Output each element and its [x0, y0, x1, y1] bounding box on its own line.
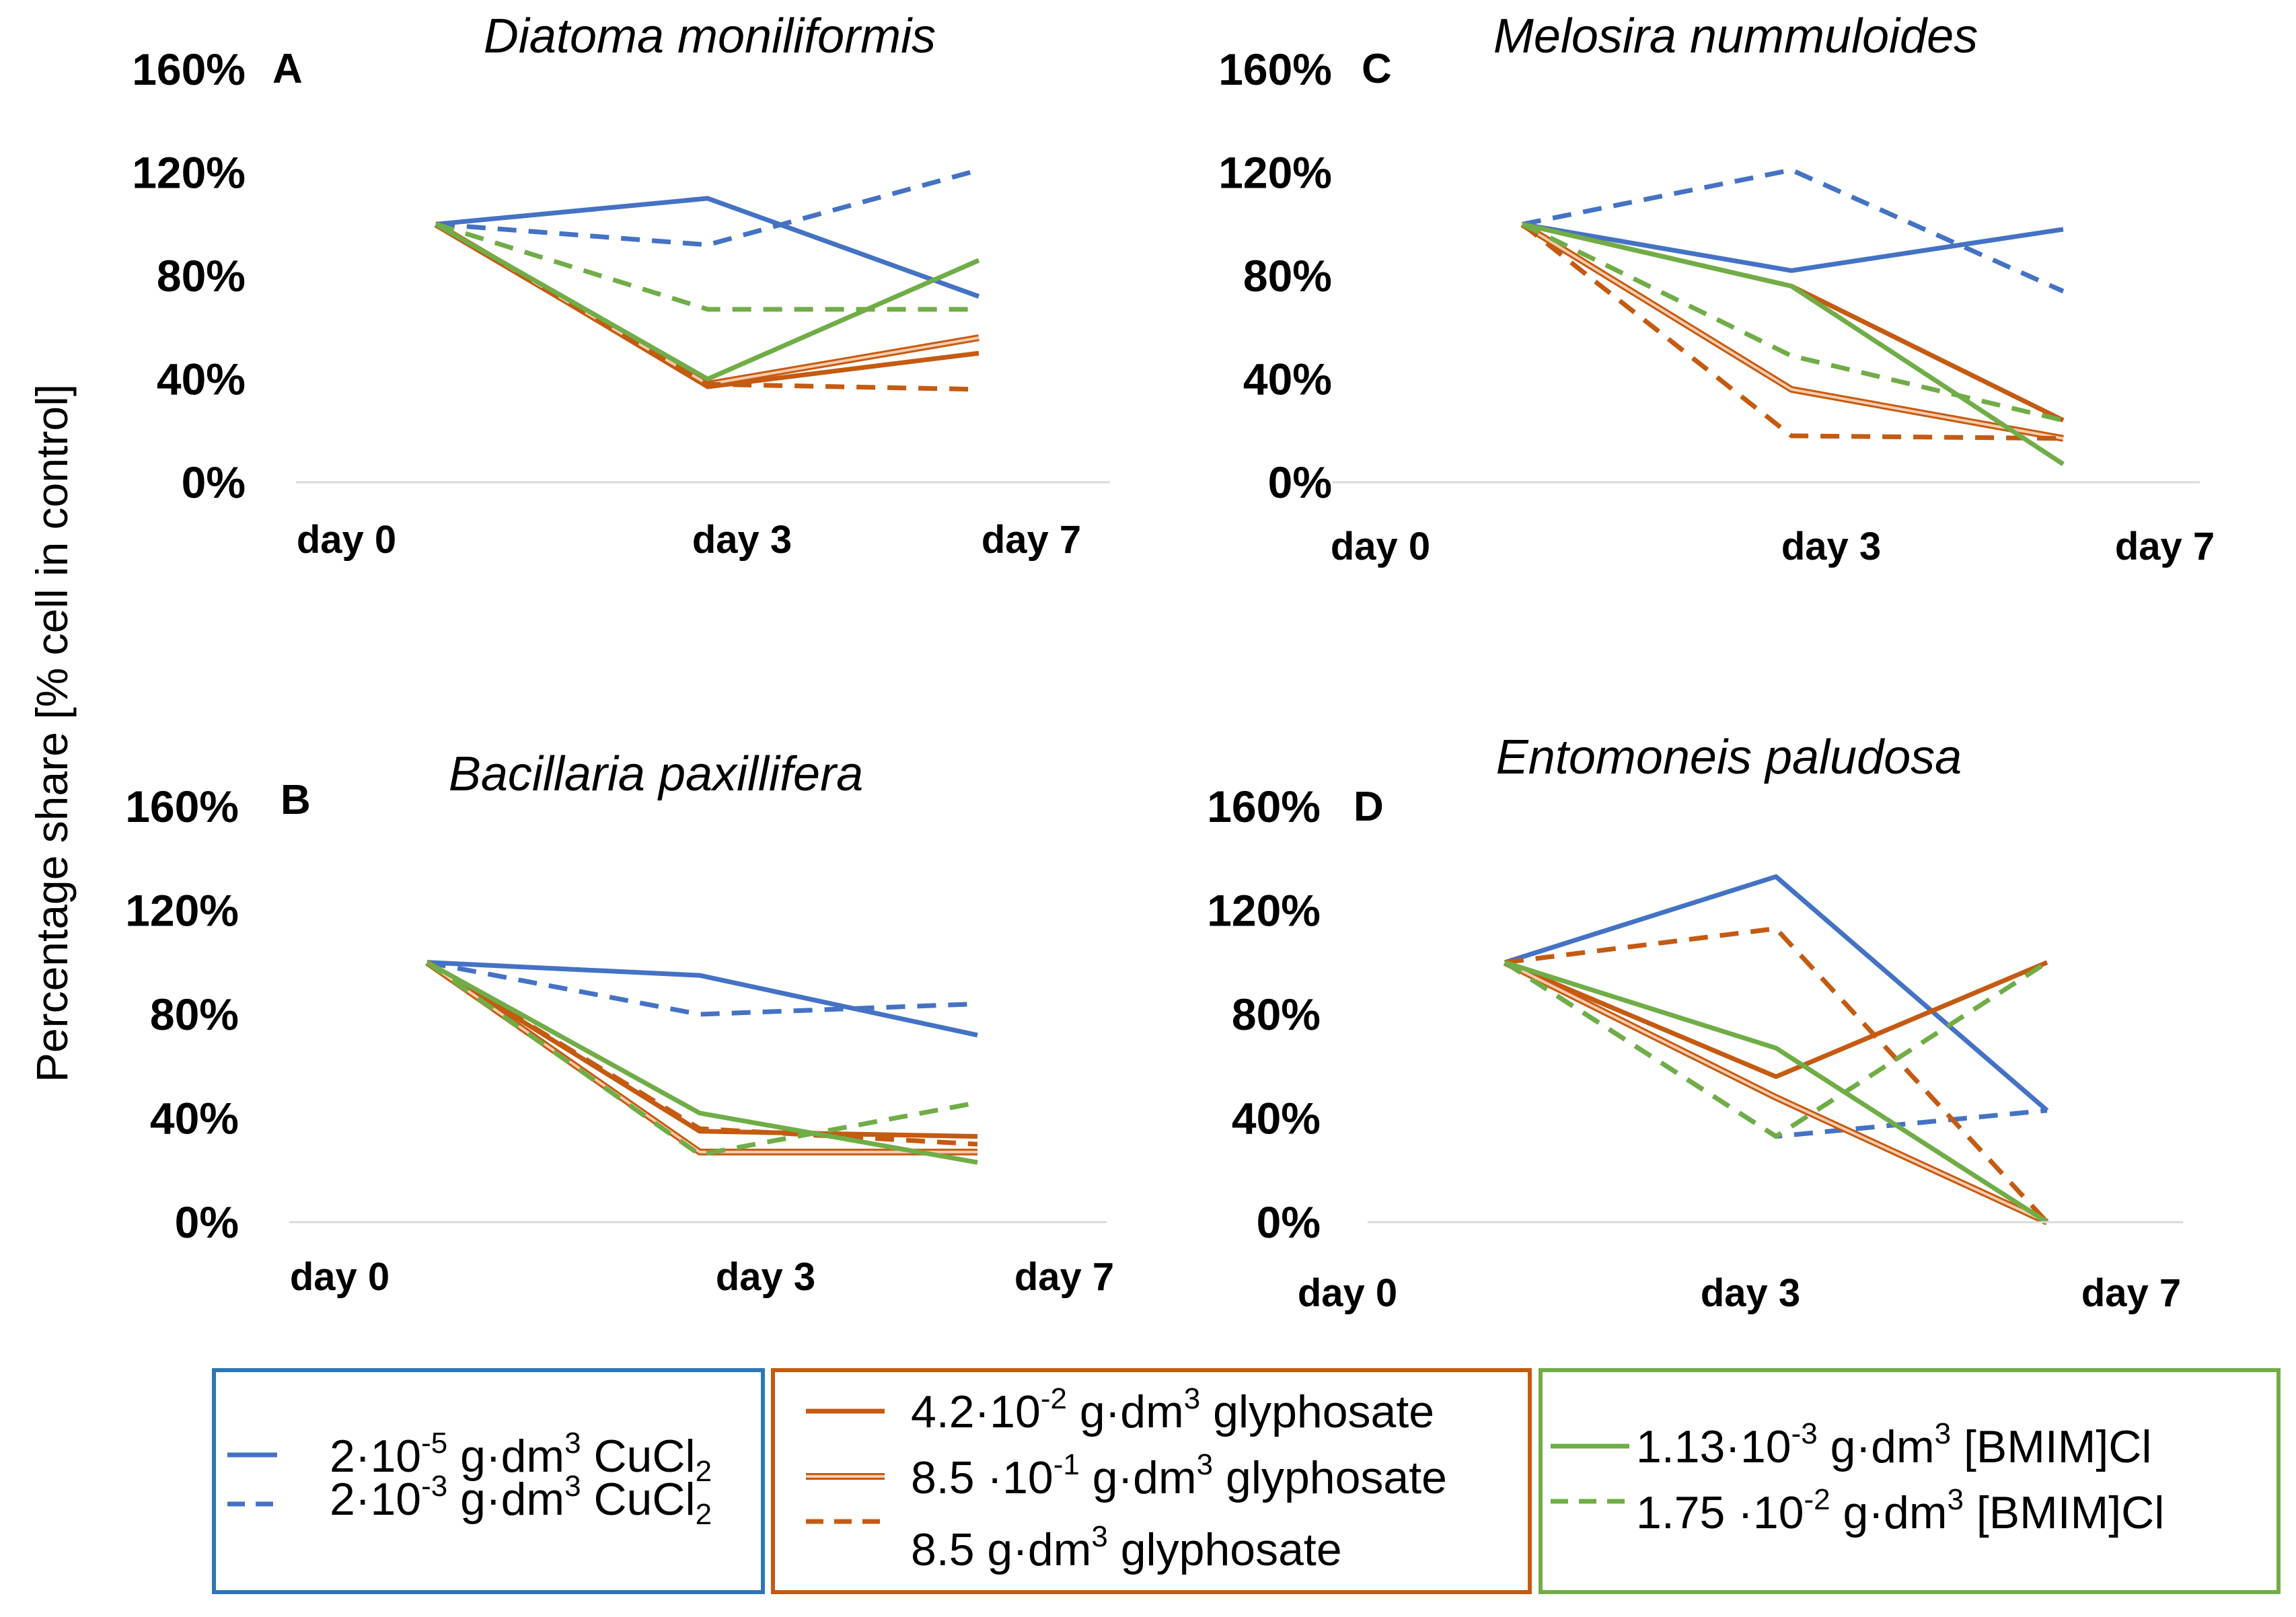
series-line-cu_low: [1522, 221, 2064, 273]
series-line-il_low: [1504, 960, 2048, 1224]
panel-title: Bacillaria paxillifera: [449, 747, 863, 801]
panel-letter: C: [1362, 46, 1392, 92]
legend-label-il_low: 1.13·10-3 g·dm3 [BMIM]Cl: [1636, 1417, 2152, 1472]
x-tick-label: day 7: [1014, 1255, 1114, 1299]
x-tick-label: day 3: [1781, 525, 1881, 568]
series-line-gly_mid: [1521, 223, 2064, 440]
panel-a: A Diatoma moniliformis 160% 120% 80% 40% 0% d…: [132, 9, 1110, 562]
y-axis-label: Percentage share [% cell in control]: [27, 384, 77, 1082]
series-line-cu_low: [435, 196, 980, 299]
series-line-gly_high: [1504, 926, 2049, 1224]
x-tick-label: day 0: [297, 518, 396, 562]
y-tick-label: 160%: [1207, 782, 1321, 831]
x-tick-label: day 0: [1331, 525, 1430, 568]
y-tick-label: 120%: [125, 886, 239, 936]
x-tick-label: day 7: [2115, 525, 2215, 568]
x-tick-label: day 0: [1298, 1271, 1397, 1315]
legend-group-border: [1539, 1368, 2281, 1594]
y-tick-label: 40%: [1243, 354, 1332, 404]
x-tick-label: day 7: [982, 518, 1081, 562]
panel-letter: D: [1354, 784, 1384, 830]
y-tick-label: 120%: [132, 148, 246, 198]
y-tick-label: 40%: [157, 354, 246, 404]
legend-label-il_high: 1.75 ·10-2 g·dm3 [BMIM]Cl: [1636, 1483, 2164, 1538]
series-line-il_high: [425, 960, 978, 1158]
y-tick-label: 0%: [175, 1197, 239, 1247]
panel-letter: B: [281, 777, 311, 823]
x-tick-label: day 7: [2081, 1271, 2181, 1315]
series-line-cu_low: [1504, 874, 2049, 1113]
y-tick-label: 80%: [150, 989, 239, 1039]
y-tick-label: 0%: [1268, 457, 1332, 507]
legend-group-2: 1.13·10-3 g·dm3 [BMIM]Cl 1.75 ·10-2 g·dm3…: [1539, 1368, 2281, 1594]
series-line-il_low: [435, 222, 980, 381]
y-tick-label: 40%: [1232, 1094, 1321, 1143]
legend-label-gly_mid: 8.5 ·10-1 g·dm3 glyphosate: [911, 1448, 1447, 1503]
series-line-il_high: [1521, 222, 2064, 423]
series-line-il_low: [1522, 221, 2065, 467]
legend-group-border: [212, 1368, 765, 1594]
legend-label-gly_low: 4.2·10-2 g·dm3 glyphosate: [911, 1382, 1434, 1437]
series-line-gly_low: [1504, 960, 2048, 1080]
y-tick-label: 160%: [125, 782, 239, 831]
legend-group-1: 4.2·10-2 g·dm3 glyphosate 8.5 ·10-1 g·dm3…: [771, 1368, 1532, 1594]
series-line-gly_high: [1520, 222, 2064, 441]
series-line-gly_mid: [1504, 961, 2048, 1224]
x-tick-label: day 3: [716, 1255, 815, 1299]
panel-d: D Entomoneis paludosa 160% 120% 80% 40% 0% da…: [1207, 730, 2183, 1315]
y-tick-label: 160%: [132, 44, 246, 94]
panel-letter: A: [272, 46, 303, 92]
series-line-gly_high: [426, 960, 978, 1147]
y-tick-label: 80%: [157, 251, 246, 301]
x-tick-label: day 0: [290, 1255, 390, 1299]
panel-title: Diatoma moniliformis: [484, 9, 936, 63]
panel-c: C Melosira nummuloides 160% 120% 80% 40% 0% d…: [1218, 9, 2215, 568]
y-tick-label: 160%: [1218, 44, 1332, 94]
series-line-il_high: [435, 221, 979, 312]
legend-label-cu_low: 2·10-5 g·dm3 CuCl2: [330, 1427, 712, 1488]
panel-b: B Bacillaria paxillifera 160% 120% 80% 40% 0…: [125, 747, 1114, 1299]
y-tick-label: 80%: [1243, 251, 1332, 301]
legend-label-gly_high: 8.5 g·dm3 glyphosate: [911, 1520, 1342, 1575]
y-tick-label: 120%: [1218, 148, 1332, 198]
y-tick-label: 80%: [1232, 989, 1321, 1039]
x-tick-label: day 3: [692, 518, 792, 562]
series-line-cu_low: [427, 960, 978, 1038]
y-tick-label: 0%: [1257, 1197, 1321, 1247]
series-line-il_low: [426, 960, 978, 1165]
legend-group-border: [771, 1368, 1532, 1594]
y-tick-label: 120%: [1207, 886, 1321, 936]
panel-title: Entomoneis paludosa: [1496, 730, 1962, 784]
series-line-il_high: [1504, 960, 2048, 1139]
series-line-cu_high: [1522, 167, 2065, 294]
y-tick-label: 40%: [150, 1094, 239, 1143]
x-tick-label: day 3: [1701, 1271, 1800, 1315]
legend-label-cu_high: 2·10-3 g·dm3 CuCl2: [330, 1470, 712, 1531]
y-tick-label: 0%: [182, 457, 246, 507]
panel-title: Melosira nummuloides: [1493, 9, 1978, 63]
